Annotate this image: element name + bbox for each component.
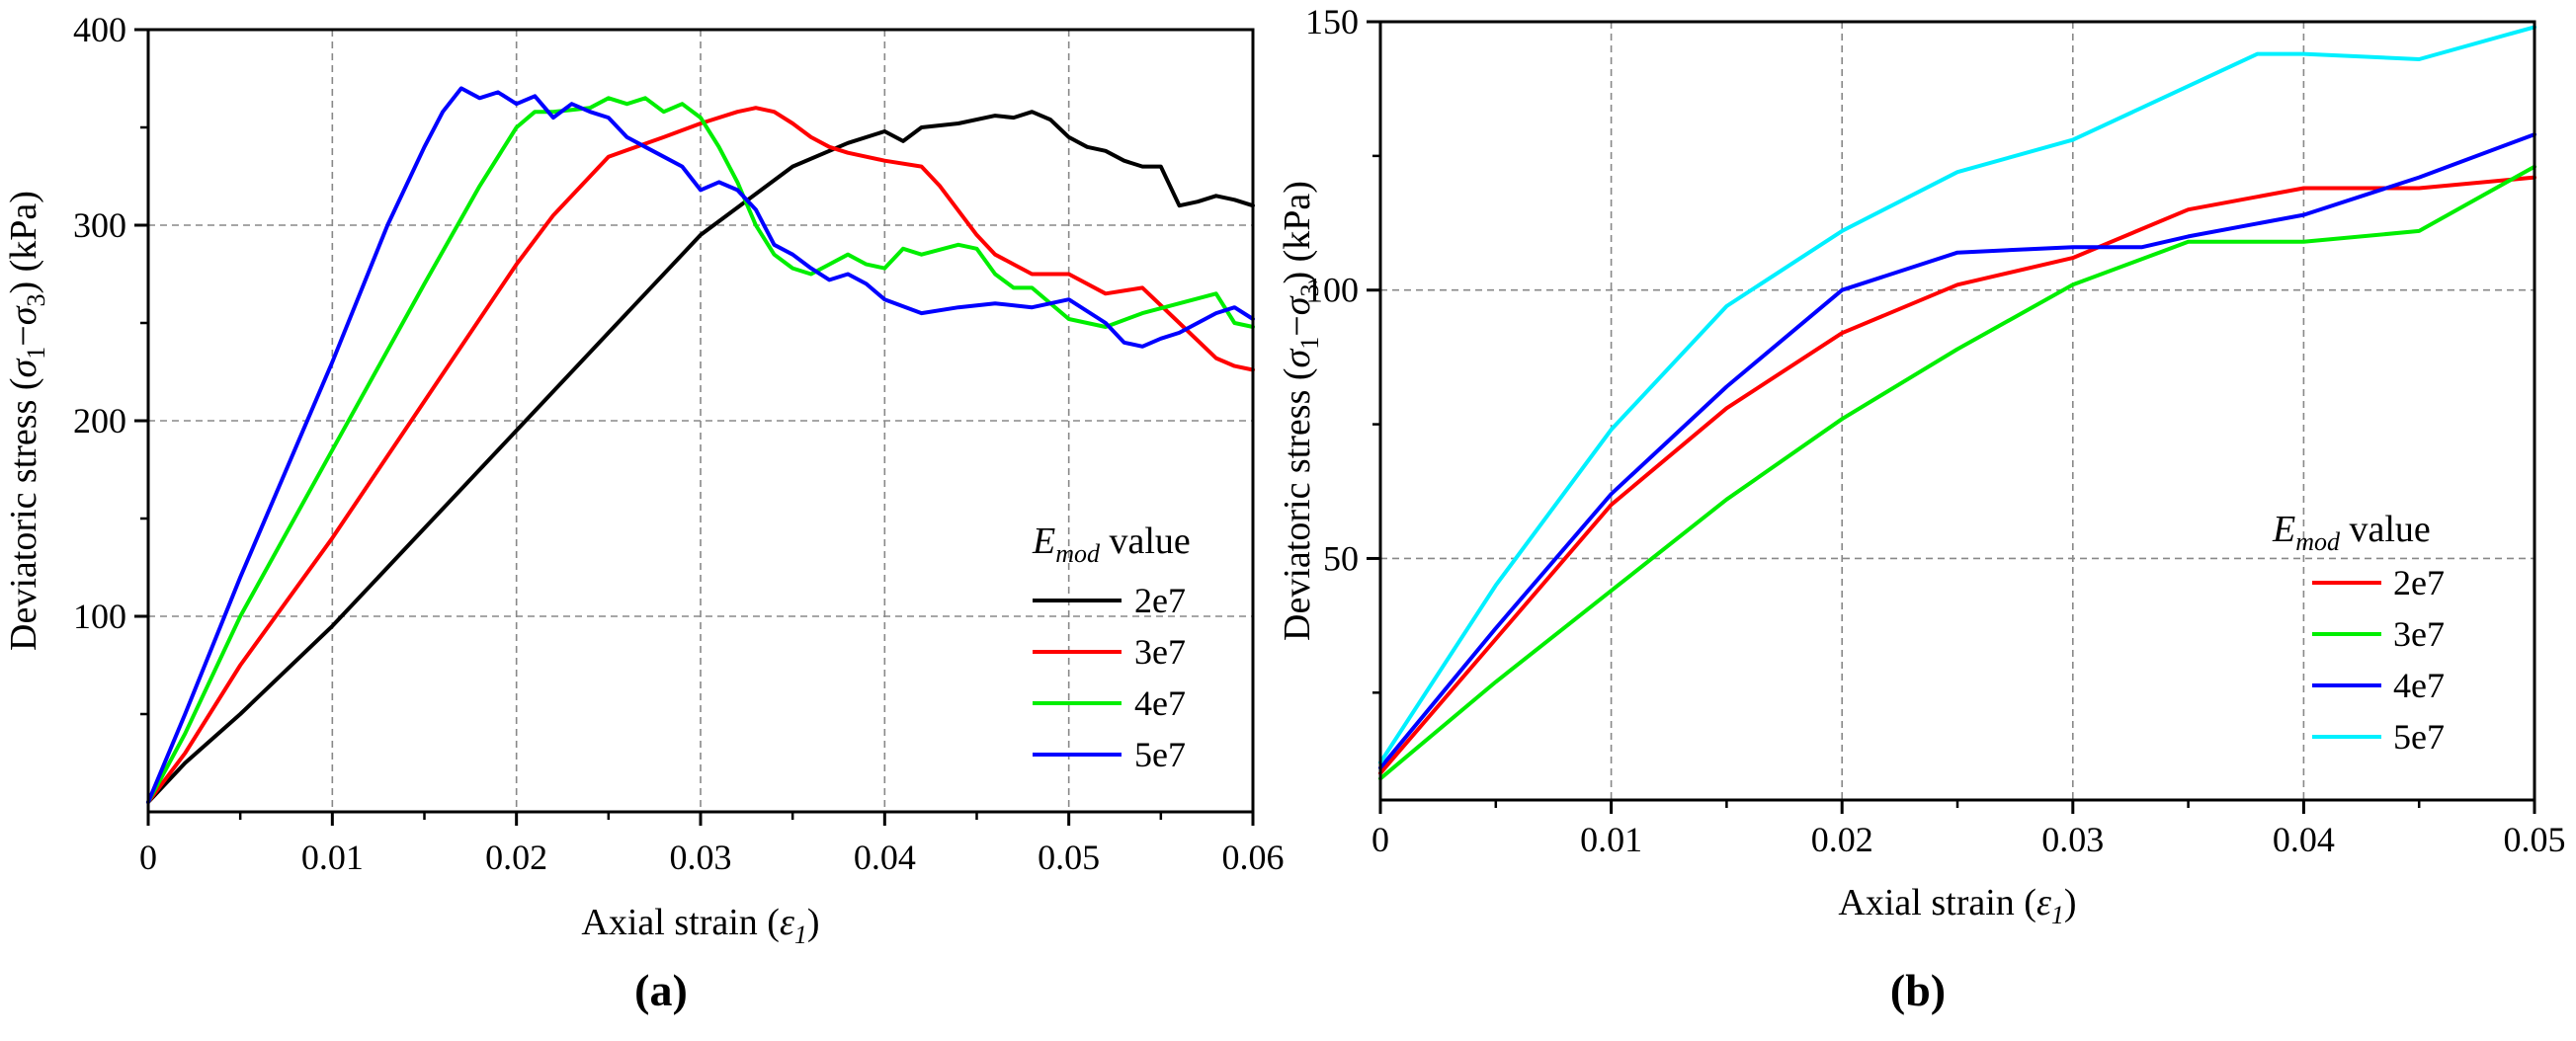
y-tick-label: 300 xyxy=(73,205,126,245)
chart-panel-b: 0 0.01 0.02 0.03 0.04 0.05 50 100 150 Axial strai… xyxy=(1277,2,2566,1015)
y-axis-label-sigma3: σ xyxy=(1277,295,1318,315)
x-tick-label: 0.05 xyxy=(1038,838,1100,877)
x-tick-label: 0.01 xyxy=(1580,820,1642,859)
legend-title-subscript: mod xyxy=(1055,539,1101,568)
y-tick-label: 50 xyxy=(1323,538,1359,578)
y-axis-label-sigma1: σ xyxy=(1277,348,1318,367)
y-axis-label-sub3: 3 xyxy=(22,294,50,307)
x-tick-label: 0.02 xyxy=(1811,820,1873,859)
x-axis-label: Axial strain (ε1) xyxy=(1838,882,2076,929)
y-tick-label: 400 xyxy=(73,10,126,49)
x-tick-label: 0.03 xyxy=(670,838,732,877)
x-tick-label: 0.04 xyxy=(2273,820,2335,859)
legend-label-4e7: 4e7 xyxy=(1134,683,1186,723)
x-tick-label: 0 xyxy=(139,838,157,877)
panel-label: (a) xyxy=(634,965,688,1015)
x-tick-label: 0.04 xyxy=(854,838,916,877)
series-line-3e7 xyxy=(146,106,1255,805)
plot-frame xyxy=(1378,20,2536,802)
x-tick-label: 0.02 xyxy=(485,838,547,877)
series-line-4e7 xyxy=(1378,132,2536,770)
x-axis-label-text: Axial strain ( xyxy=(581,902,780,943)
y-axis-label-sub3: 3 xyxy=(1295,284,1324,297)
legend-label-3e7: 3e7 xyxy=(1134,632,1186,672)
x-tick-label: 0.05 xyxy=(2504,820,2566,859)
y-axis-label-sub1: 1 xyxy=(22,347,50,360)
legend-label-4e7: 4e7 xyxy=(2393,666,2445,705)
legend-title: Emod value xyxy=(1032,520,1191,568)
y-tick-label: 100 xyxy=(1305,271,1359,310)
legend-label-5e7: 5e7 xyxy=(1134,735,1186,774)
legend-title-text: value xyxy=(2340,509,2431,550)
x-tick-label: 0 xyxy=(1371,820,1389,859)
x-axis-label-subscript: 1 xyxy=(794,921,807,949)
legend-label-2e7: 2e7 xyxy=(2393,563,2445,602)
y-tick-label: 200 xyxy=(73,401,126,440)
series-line-5e7 xyxy=(1378,25,2536,764)
x-axis-label-close: ) xyxy=(807,902,820,943)
legend-title-subscript: mod xyxy=(2295,527,2341,556)
y-axis-label-unit: ) (kPa) xyxy=(1277,181,1318,283)
x-axis-label-symbol: ε xyxy=(2036,882,2051,923)
series-line-2e7 xyxy=(146,110,1255,805)
series-line-2e7 xyxy=(1378,175,2536,775)
y-axis-label-sigma1: σ xyxy=(3,358,44,377)
x-axis-label-text: Axial strain ( xyxy=(1838,882,2036,923)
chart-panel-a: 0 0.01 0.02 0.03 0.04 0.05 0.06 100 200 300 400 Axi… xyxy=(3,10,1285,1015)
x-axis-label-symbol: ε xyxy=(780,902,794,943)
y-axis-label-minus: − xyxy=(3,325,44,346)
legend-title-text: value xyxy=(1100,520,1191,562)
y-axis-label-sub1: 1 xyxy=(1295,337,1324,350)
legend-title-symbol: E xyxy=(2272,509,2295,550)
series-line-5e7 xyxy=(146,86,1255,805)
legend-label-3e7: 3e7 xyxy=(2393,614,2445,654)
series-line-3e7 xyxy=(1378,164,2536,781)
x-axis-label-subscript: 1 xyxy=(2051,901,2064,929)
x-tick-label: 0.06 xyxy=(1222,838,1285,877)
x-tick-label: 0.01 xyxy=(301,838,364,877)
legend: Emod value 2e7 3e7 4e7 5e7 xyxy=(1032,520,1191,774)
legend: Emod value 2e7 3e7 4e7 5e7 xyxy=(2272,509,2445,757)
legend-label-5e7: 5e7 xyxy=(2393,717,2445,757)
y-axis-label: Deviatoric stress (σ1−σ3) (kPa) xyxy=(3,191,50,651)
legend-label-2e7: 2e7 xyxy=(1134,581,1186,620)
y-axis-label-minus: − xyxy=(1277,315,1318,336)
x-axis-label-close: ) xyxy=(2064,882,2077,923)
y-axis-label-text: Deviatoric stress ( xyxy=(1277,367,1318,640)
y-axis-label-sigma3: σ xyxy=(3,305,44,325)
y-tick-label: 150 xyxy=(1305,2,1359,41)
y-axis-label-text: Deviatoric stress ( xyxy=(3,377,44,650)
x-tick-label: 0.03 xyxy=(2041,820,2104,859)
legend-title-symbol: E xyxy=(1032,520,1055,562)
panel-label: (b) xyxy=(1890,965,1946,1015)
legend-title: Emod value xyxy=(2272,509,2431,556)
y-axis-label: Deviatoric stress (σ1−σ3) (kPa) xyxy=(1277,181,1324,641)
x-axis-label: Axial strain (ε1) xyxy=(581,902,819,949)
y-tick-label: 100 xyxy=(73,597,126,636)
y-axis-label-unit: ) (kPa) xyxy=(3,191,44,293)
